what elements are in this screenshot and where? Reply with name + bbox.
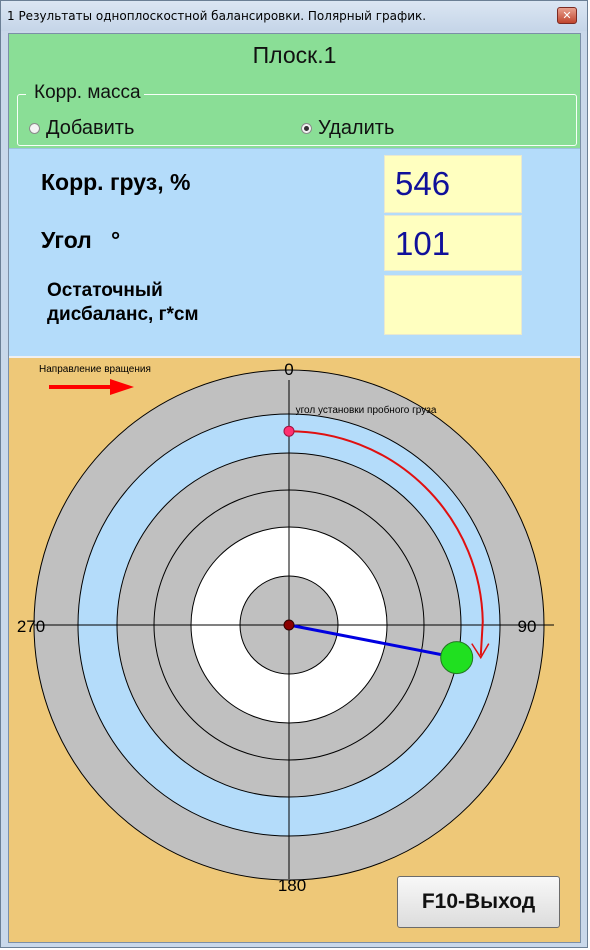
residual-label: Остаточный дисбаланс, г*см bbox=[47, 279, 199, 327]
radio-remove-indicator[interactable] bbox=[301, 122, 312, 134]
corr-mass-legend: Корр. масса bbox=[26, 82, 144, 104]
radio-remove[interactable]: Удалить bbox=[301, 116, 394, 140]
trial-weight-angle-label: угол установки пробного груза bbox=[296, 404, 437, 416]
window-title: 1 Результаты одноплоскостной балансировк… bbox=[7, 9, 427, 23]
polar-chart: Направление вращения 0 90 180 270 угол у… bbox=[17, 360, 554, 895]
rotation-direction-label: Направление вращения bbox=[39, 364, 151, 375]
correction-vector bbox=[288, 623, 457, 660]
correction-angle-arrowhead bbox=[471, 643, 490, 660]
trial-weight-marker bbox=[283, 425, 295, 437]
residual-label-line1: Остаточный bbox=[47, 280, 163, 301]
residual-label-line2: дисбаланс, г*см bbox=[47, 304, 199, 325]
radio-add-indicator[interactable] bbox=[29, 122, 40, 134]
correction-angle-arc bbox=[288, 430, 484, 656]
angle-label-text: Угол bbox=[41, 227, 92, 253]
close-button[interactable]: ✕ bbox=[557, 7, 577, 24]
title-bar[interactable]: 1 Результаты одноплоскостной балансировк… bbox=[1, 1, 587, 31]
residual-value bbox=[384, 275, 522, 335]
corr-weight-value: 546 bbox=[384, 155, 522, 213]
corr-mass-group bbox=[17, 94, 577, 146]
center-point bbox=[283, 619, 295, 631]
angle-value: 101 bbox=[384, 215, 522, 271]
exit-button[interactable]: F10-Выход bbox=[397, 876, 560, 928]
radio-remove-label: Удалить bbox=[318, 116, 395, 139]
radio-add-label: Добавить bbox=[46, 116, 135, 139]
rotation-arrow-icon bbox=[49, 379, 134, 395]
angle-label-90: 90 bbox=[518, 617, 537, 636]
plane-panel: Плоск.1 Корр. масса Добавить Удалить bbox=[9, 34, 580, 148]
client-area: Плоск.1 Корр. масса Добавить Удалить Кор… bbox=[8, 33, 581, 943]
angle-unit: ° bbox=[110, 227, 121, 253]
polar-chart-panel: Направление вращения 0 90 180 270 угол у… bbox=[9, 358, 580, 942]
radio-add[interactable]: Добавить bbox=[29, 116, 134, 140]
plane-title: Плоск.1 bbox=[252, 42, 337, 68]
angle-label-180: 180 bbox=[278, 876, 306, 895]
angle-label-270: 270 bbox=[17, 617, 45, 636]
results-panel: Корр. груз, % 546 Угол ° 101 Остаточный д… bbox=[9, 148, 580, 356]
corr-weight-label: Корр. груз, % bbox=[41, 169, 191, 195]
angle-label-0: 0 bbox=[284, 360, 293, 379]
correction-weight-marker bbox=[440, 641, 474, 675]
close-icon: ✕ bbox=[562, 9, 572, 22]
angle-label: Угол ° bbox=[41, 227, 120, 254]
